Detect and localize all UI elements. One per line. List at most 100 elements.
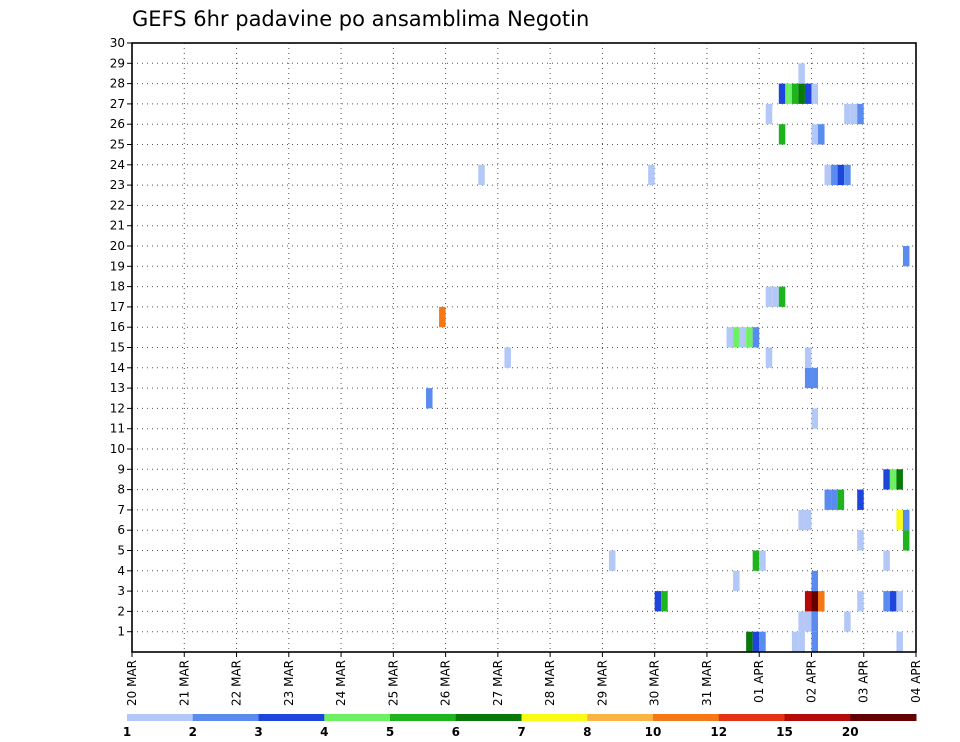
- y-tick-label: 28: [110, 77, 125, 91]
- heatmap-cell: [811, 611, 818, 632]
- y-tick-label: 10: [110, 442, 125, 456]
- x-tick-label: 22 MAR: [230, 660, 244, 706]
- heatmap-cell: [804, 347, 812, 368]
- y-tick-label: 21: [110, 219, 125, 233]
- colorbar-label: 10: [645, 725, 662, 739]
- x-tick-label: 04 APR: [909, 660, 923, 703]
- heatmap-cell: [844, 103, 851, 125]
- y-tick-label: 24: [110, 158, 125, 172]
- x-tick-label: 31 MAR: [700, 660, 714, 706]
- colorbar-segment: [587, 714, 654, 721]
- heatmap-cell: [831, 164, 838, 186]
- heatmap-cell: [759, 550, 766, 571]
- heatmap-cell: [902, 509, 910, 531]
- y-tick-label: 23: [110, 178, 125, 192]
- x-tick-label: 20 MAR: [125, 660, 139, 706]
- colorbar-segment: [324, 714, 391, 721]
- heatmap-cell: [818, 124, 825, 145]
- grid-lines: [132, 42, 916, 652]
- colorbar-label: 3: [254, 725, 262, 739]
- colorbar-segment: [258, 714, 325, 721]
- x-tick-label: 23 MAR: [282, 660, 296, 706]
- heatmap-cell: [896, 631, 903, 652]
- x-tick-label: 21 MAR: [177, 660, 191, 706]
- y-tick-label: 19: [110, 259, 125, 273]
- heatmap-cell: [889, 591, 897, 612]
- heatmap-cell: [785, 83, 792, 104]
- y-tick-label: 30: [110, 36, 125, 50]
- colorbar-label: 5: [386, 725, 394, 739]
- y-tick-label: 1: [117, 625, 125, 639]
- colorbar-segment: [455, 714, 522, 721]
- heatmap-cell: [857, 489, 864, 510]
- heatmap-cell: [778, 83, 786, 104]
- heatmap-cell: [902, 530, 910, 551]
- x-tick-label: 30 MAR: [648, 660, 662, 706]
- x-axis: 20 MAR 21 MAR 22 MAR 23 MAR 24 MAR 25 MAR 26 M…: [125, 652, 923, 706]
- y-tick-label: 18: [110, 280, 125, 294]
- heatmap-cell: [883, 469, 890, 490]
- heatmap-cell: [824, 164, 832, 186]
- y-tick-label: 3: [117, 584, 125, 598]
- x-tick-label: 28 MAR: [543, 660, 557, 706]
- x-tick-label: 25 MAR: [386, 660, 400, 706]
- heatmap-cell: [772, 286, 779, 307]
- y-tick-label: 15: [110, 341, 125, 355]
- heatmap-cell: [759, 631, 766, 652]
- heatmap-cell: [857, 103, 864, 125]
- y-tick-label: 26: [110, 117, 125, 131]
- colorbar-label: 12: [710, 725, 727, 739]
- heatmap-cell: [791, 631, 799, 652]
- colorbar-segment: [718, 714, 785, 721]
- colorbar-label: 6: [452, 725, 460, 739]
- x-tick-label: 01 APR: [752, 660, 766, 703]
- heatmap-cell: [608, 550, 616, 571]
- y-tick-label: 5: [117, 544, 125, 558]
- y-tick-label: 16: [110, 320, 125, 334]
- heatmap-cell: [896, 469, 903, 490]
- heatmap-cell: [837, 489, 845, 510]
- x-tick-label: 24 MAR: [334, 660, 348, 706]
- heatmap-cell: [857, 591, 864, 612]
- heatmap-cell: [811, 408, 818, 429]
- chart-title: GEFS 6hr padavine po ansamblima Negotin: [132, 7, 589, 31]
- heatmap-cell: [811, 591, 818, 612]
- heatmap-cell: [752, 550, 760, 571]
- x-tick-label: 27 MAR: [491, 660, 505, 706]
- colorbar-segment: [192, 714, 259, 721]
- heatmap-cell: [896, 509, 903, 531]
- x-tick-label: 03 APR: [857, 660, 871, 703]
- heatmap-cell: [857, 530, 864, 551]
- heatmap-cell: [778, 286, 786, 307]
- heatmap-cell: [765, 103, 773, 125]
- heatmap-cell: [478, 164, 485, 186]
- heatmap-cell: [746, 327, 753, 348]
- y-tick-label: 8: [117, 483, 125, 497]
- heatmap-cell: [778, 124, 786, 145]
- plot-frame: [131, 42, 917, 653]
- heatmap-cell: [798, 63, 805, 84]
- heatmap-cell: [726, 327, 734, 348]
- heatmap-cell: [883, 550, 890, 571]
- y-tick-label: 9: [117, 462, 125, 476]
- colorbar-segment: [521, 714, 588, 721]
- heatmap-cell: [746, 631, 753, 652]
- heatmap-cell: [739, 327, 747, 348]
- heatmap-cell: [804, 509, 812, 531]
- y-tick-label: 11: [110, 422, 125, 436]
- heatmap-cell: [733, 327, 740, 348]
- heatmap-cell: [765, 286, 773, 307]
- heatmap-cell: [804, 611, 812, 632]
- heatmap-cell: [811, 83, 818, 104]
- colorbar-label: 4: [320, 725, 328, 739]
- colorbar-label: 20: [842, 725, 859, 739]
- heatmap-cell: [504, 347, 511, 368]
- y-tick-label: 7: [117, 503, 125, 517]
- heatmap-cell: [811, 570, 818, 592]
- heatmap-cell: [804, 591, 812, 612]
- heatmap-cell: [818, 591, 825, 612]
- heatmap-cell: [811, 367, 818, 389]
- colorbar-label: 7: [517, 725, 525, 739]
- heatmap-cell: [654, 591, 662, 612]
